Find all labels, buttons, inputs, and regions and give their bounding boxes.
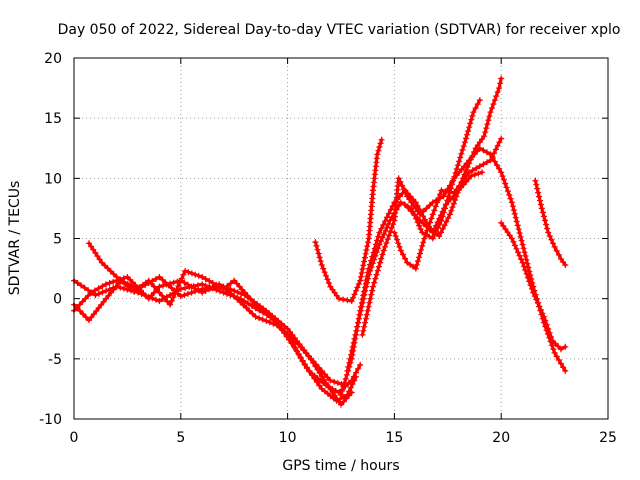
y-tick-label: 5 xyxy=(53,232,62,248)
series-arc-2 xyxy=(71,274,355,408)
series-arc-11 xyxy=(498,219,569,353)
series-markers xyxy=(338,75,505,398)
series-markers xyxy=(312,136,385,305)
series-markers xyxy=(498,219,569,353)
x-axis-label: GPS time / hours xyxy=(282,458,399,474)
series-markers xyxy=(344,97,483,374)
y-tick-label: -10 xyxy=(39,412,62,428)
y-tick-labels: -10 -5 0 5 10 15 20 xyxy=(39,51,62,428)
series-arc-1 xyxy=(71,277,359,404)
series-line xyxy=(72,275,354,407)
series-markers xyxy=(86,240,364,396)
grid xyxy=(74,58,608,419)
series-line xyxy=(72,275,347,387)
axis-ticks xyxy=(73,57,609,420)
data-series xyxy=(71,75,569,408)
series-markers xyxy=(71,274,355,408)
series-line xyxy=(533,179,567,267)
series-arc-9 xyxy=(391,135,505,272)
x-tick-label: 5 xyxy=(176,430,185,446)
series-line xyxy=(345,98,482,373)
series-arc-10 xyxy=(402,169,485,236)
series-arc-3 xyxy=(86,240,364,396)
series-arc-7 xyxy=(344,97,483,374)
y-tick-label: 15 xyxy=(44,111,62,127)
series-markers xyxy=(402,169,485,236)
series-markers xyxy=(71,277,359,404)
x-tick-label: 15 xyxy=(385,430,403,446)
x-tick-label: 25 xyxy=(599,430,617,446)
x-tick-label: 20 xyxy=(492,430,510,446)
x-tick-labels: 0 5 10 15 20 25 xyxy=(70,430,617,446)
series-line xyxy=(313,138,384,303)
series-arc-12 xyxy=(532,177,569,268)
series-arc-6 xyxy=(338,75,505,398)
series-arc-5 xyxy=(312,136,385,305)
y-tick-label: -5 xyxy=(48,352,62,368)
series-markers xyxy=(391,135,505,272)
series-line xyxy=(339,76,503,397)
y-tick-label: 10 xyxy=(44,171,62,187)
chart-title: Day 050 of 2022, Sidereal Day-to-day VTE… xyxy=(58,22,621,38)
x-tick-label: 10 xyxy=(279,430,297,446)
y-tick-label: 20 xyxy=(44,51,62,67)
y-tick-label: 0 xyxy=(53,292,62,308)
y-axis-label: SDTVAR / TECUs xyxy=(7,181,23,296)
series-markers xyxy=(532,177,569,268)
x-tick-label: 0 xyxy=(70,430,79,446)
